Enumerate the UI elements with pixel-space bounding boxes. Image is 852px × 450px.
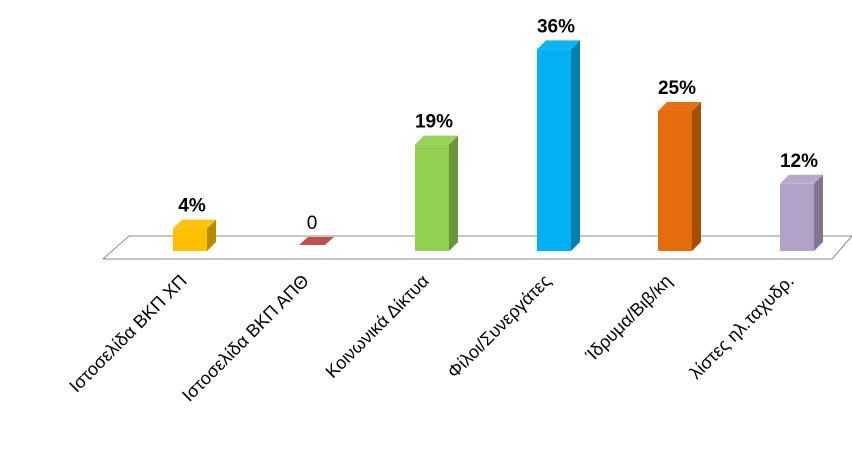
data-label-5: 25% <box>658 78 696 99</box>
bar-front <box>658 111 692 251</box>
bar-side <box>692 102 701 251</box>
bar-3 <box>415 135 458 251</box>
data-label-2: 0 <box>307 213 318 234</box>
bar-side <box>207 219 216 251</box>
category-tick-1: Ιστοσελίδα ΒΚΠ ΧΠ <box>65 271 191 397</box>
bar-front <box>537 49 571 252</box>
category-tick-6: λίστες ηλ.ταχυδρ. <box>686 271 798 383</box>
data-label-3: 19% <box>415 112 453 133</box>
data-label-6: 12% <box>780 151 818 172</box>
bar-2 <box>299 237 334 245</box>
data-label-4: 36% <box>537 16 575 37</box>
category-tick-3: Κοινωνικά Δίκτυα <box>322 271 433 382</box>
bar-front <box>173 228 207 251</box>
bar-4 <box>537 40 580 252</box>
bar-top <box>658 102 701 111</box>
category-tick-4: Φίλοι/Συνεργάτες <box>443 270 555 382</box>
bar-side <box>814 174 823 251</box>
data-labels-group: 4% 0 19% 36% 25% 12% <box>178 16 818 234</box>
bar-front <box>780 183 814 251</box>
bar-side <box>449 135 458 251</box>
bar-side <box>571 40 580 252</box>
category-tick-5: Ίδρυμα/Βιβ/κη <box>581 271 676 366</box>
bar-1 <box>173 219 216 251</box>
bar-flat <box>299 237 334 245</box>
category-tick-2: Ιστοσελίδα ΒΚΠ ΑΠΘ <box>178 271 313 406</box>
data-label-1: 4% <box>178 196 206 217</box>
bar-5 <box>658 102 701 251</box>
bar-front <box>415 144 449 251</box>
bar-top <box>173 219 216 229</box>
bar-top <box>780 174 823 184</box>
bar-6 <box>780 174 823 251</box>
bar-top <box>415 135 458 145</box>
bar-top <box>537 40 580 50</box>
bars-group <box>173 40 823 252</box>
